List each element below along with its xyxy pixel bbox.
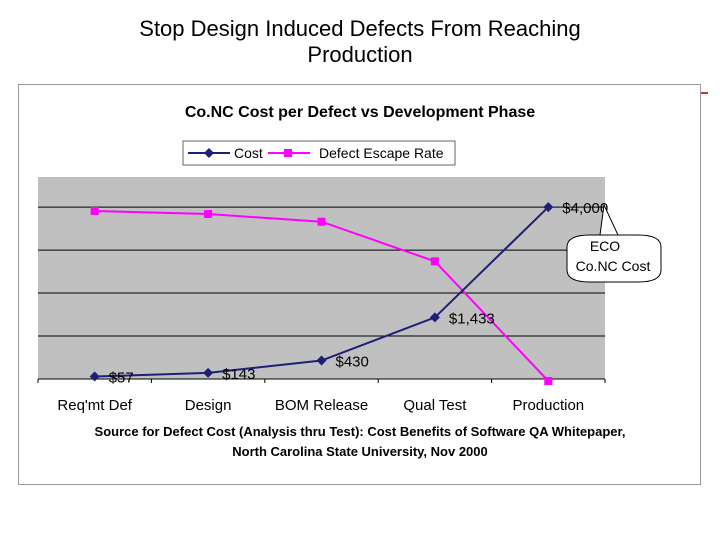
legend-escape-marker: [284, 149, 292, 157]
plot-area: [38, 177, 605, 379]
legend-cost-label: Cost: [234, 145, 263, 161]
callout: ECO Co.NC Cost: [566, 203, 662, 283]
escape-rate-point: [544, 377, 553, 385]
chart-title: Co.NC Cost per Defect vs Development Pha…: [185, 104, 535, 121]
cost-point: [543, 202, 554, 213]
escape-rate-point: [317, 217, 326, 226]
cost-data-label: $143: [222, 366, 255, 383]
x-category-label: Production: [512, 397, 584, 414]
gridlines: [38, 206, 605, 337]
callout-line-2: Co.NC Cost: [576, 258, 651, 274]
cost-data-label: $4,000: [562, 200, 608, 217]
x-ticks: [37, 379, 606, 383]
callout-line-1: ECO: [590, 238, 620, 254]
x-category-label: Design: [185, 397, 232, 414]
slide-title-line-2: Production: [307, 42, 413, 67]
cost-point: [203, 367, 214, 378]
legend-cost-marker: [204, 148, 214, 158]
cost-point: [89, 371, 100, 382]
escape-rate-point: [90, 206, 99, 215]
cost-data-label: $1,433: [449, 310, 495, 327]
footnote-line-1: Source for Defect Cost (Analysis thru Te…: [94, 424, 626, 439]
cost-data-label: $430: [336, 354, 369, 371]
legend: Cost Defect Escape Rate: [182, 140, 456, 166]
x-category-label: BOM Release: [275, 397, 368, 414]
callout-balloon: [566, 203, 662, 283]
slide-title-line-1: Stop Design Induced Defects From Reachin…: [139, 16, 581, 41]
data-marks: $57 $143 $430 $1,433 $4,000: [89, 200, 608, 387]
category-labels: Req'mt Def Design BOM Release Qual Test Prod…: [57, 397, 584, 414]
cost-data-label: $57: [109, 370, 134, 387]
footnote-line-2: North Carolina State University, Nov 200…: [232, 444, 488, 459]
escape-rate-point: [430, 257, 439, 266]
legend-escape-label: Defect Escape Rate: [319, 145, 444, 161]
escape-rate-point: [204, 209, 213, 218]
cost-point: [316, 355, 327, 366]
slide-title: Stop Design Induced Defects From Reachin…: [0, 16, 720, 68]
cost-point: [429, 312, 440, 323]
x-category-label: Req'mt Def: [57, 397, 132, 414]
x-category-label: Qual Test: [403, 397, 467, 414]
